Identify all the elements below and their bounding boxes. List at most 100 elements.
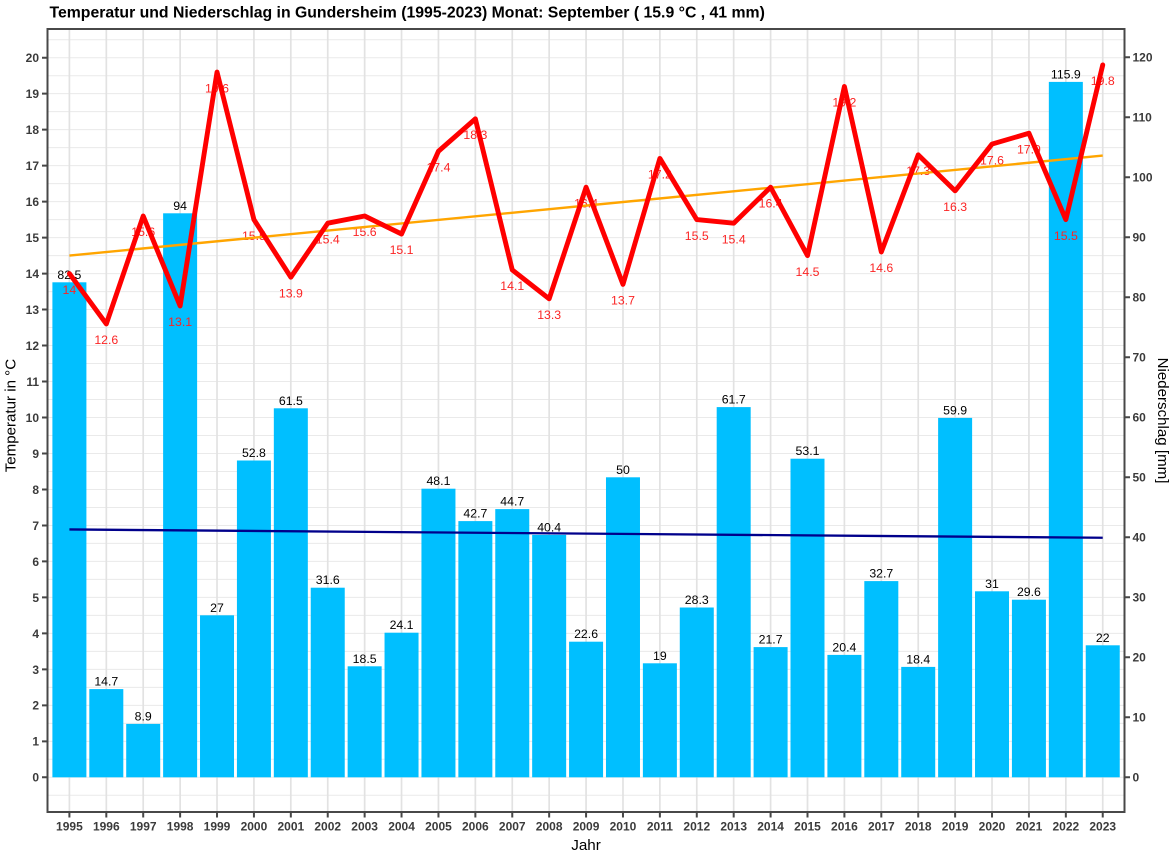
svg-text:15.5: 15.5 — [1054, 229, 1078, 243]
svg-text:90: 90 — [1133, 231, 1147, 245]
svg-text:2004: 2004 — [388, 820, 415, 834]
svg-text:13.9: 13.9 — [279, 286, 303, 300]
svg-text:5: 5 — [32, 591, 39, 605]
svg-text:8.9: 8.9 — [135, 709, 152, 723]
svg-text:Temperatur und Niederschlag in: Temperatur und Niederschlag in Gundershe… — [50, 5, 765, 22]
svg-text:14.5: 14.5 — [796, 265, 820, 279]
svg-text:13: 13 — [26, 303, 40, 317]
svg-text:19.8: 19.8 — [1091, 74, 1115, 88]
svg-text:40: 40 — [1133, 531, 1147, 545]
svg-text:13.7: 13.7 — [611, 294, 635, 308]
svg-text:Jahr: Jahr — [571, 837, 601, 854]
svg-text:2001: 2001 — [277, 820, 304, 834]
svg-text:110: 110 — [1133, 111, 1153, 125]
svg-text:2010: 2010 — [610, 820, 637, 834]
svg-text:6: 6 — [32, 555, 39, 569]
svg-text:2015: 2015 — [794, 820, 821, 834]
svg-text:22: 22 — [1096, 631, 1110, 645]
svg-text:16.3: 16.3 — [943, 200, 967, 214]
svg-text:1997: 1997 — [130, 820, 157, 834]
svg-text:1999: 1999 — [204, 820, 231, 834]
svg-text:20: 20 — [1133, 651, 1147, 665]
svg-text:2013: 2013 — [720, 820, 747, 834]
svg-text:52.8: 52.8 — [242, 446, 266, 460]
svg-text:17: 17 — [26, 159, 40, 173]
svg-text:2018: 2018 — [905, 820, 932, 834]
svg-text:12.6: 12.6 — [94, 333, 118, 347]
svg-text:15: 15 — [26, 231, 40, 245]
svg-text:20.4: 20.4 — [832, 640, 856, 654]
svg-text:9: 9 — [32, 447, 39, 461]
svg-text:13.3: 13.3 — [537, 308, 561, 322]
svg-text:100: 100 — [1133, 171, 1153, 185]
svg-text:14.1: 14.1 — [500, 279, 524, 293]
svg-text:22.6: 22.6 — [574, 627, 598, 641]
svg-text:18.3: 18.3 — [463, 128, 487, 142]
svg-text:2019: 2019 — [942, 820, 969, 834]
svg-text:18.5: 18.5 — [353, 652, 377, 666]
svg-text:2005: 2005 — [425, 820, 452, 834]
svg-text:32.7: 32.7 — [869, 567, 893, 581]
svg-text:20: 20 — [26, 51, 40, 65]
svg-text:15.1: 15.1 — [390, 243, 414, 257]
svg-text:1995: 1995 — [56, 820, 83, 834]
svg-text:42.7: 42.7 — [463, 507, 487, 521]
svg-text:2021: 2021 — [1016, 820, 1043, 834]
svg-text:10: 10 — [1133, 711, 1147, 725]
svg-text:44.7: 44.7 — [500, 495, 524, 509]
svg-text:1: 1 — [32, 735, 39, 749]
svg-text:31: 31 — [985, 577, 999, 591]
svg-text:8: 8 — [32, 483, 39, 497]
svg-text:60: 60 — [1133, 411, 1147, 425]
svg-text:14: 14 — [63, 283, 77, 297]
svg-text:14.6: 14.6 — [869, 261, 893, 275]
svg-text:61.5: 61.5 — [279, 394, 303, 408]
svg-text:2014: 2014 — [757, 820, 784, 834]
svg-text:13.1: 13.1 — [168, 315, 192, 329]
svg-text:1998: 1998 — [167, 820, 194, 834]
svg-text:18: 18 — [26, 123, 40, 137]
svg-text:12: 12 — [26, 339, 40, 353]
svg-text:2022: 2022 — [1052, 820, 1079, 834]
svg-text:2012: 2012 — [683, 820, 710, 834]
svg-text:19: 19 — [653, 649, 667, 663]
svg-text:30: 30 — [1133, 591, 1147, 605]
svg-text:2016: 2016 — [831, 820, 858, 834]
svg-text:0: 0 — [32, 771, 39, 785]
svg-text:7: 7 — [32, 519, 39, 533]
svg-text:53.1: 53.1 — [796, 444, 820, 458]
svg-text:21.7: 21.7 — [759, 633, 783, 647]
svg-text:1996: 1996 — [93, 820, 120, 834]
svg-text:2003: 2003 — [351, 820, 378, 834]
svg-text:2009: 2009 — [573, 820, 600, 834]
svg-text:28.3: 28.3 — [685, 593, 709, 607]
svg-text:61.7: 61.7 — [722, 393, 746, 407]
svg-text:24.1: 24.1 — [390, 618, 414, 632]
svg-text:19: 19 — [26, 87, 40, 101]
svg-text:15.5: 15.5 — [685, 229, 709, 243]
svg-text:2008: 2008 — [536, 820, 563, 834]
svg-text:29.6: 29.6 — [1017, 585, 1041, 599]
svg-text:18.4: 18.4 — [906, 652, 930, 666]
svg-text:2: 2 — [32, 699, 39, 713]
svg-text:14.7: 14.7 — [94, 675, 118, 689]
svg-text:17.6: 17.6 — [980, 153, 1004, 167]
svg-text:2006: 2006 — [462, 820, 489, 834]
svg-text:2023: 2023 — [1089, 820, 1116, 834]
svg-text:48.1: 48.1 — [426, 474, 450, 488]
svg-text:115.9: 115.9 — [1051, 67, 1081, 81]
svg-text:59.9: 59.9 — [943, 403, 967, 417]
svg-text:3: 3 — [32, 663, 39, 677]
svg-text:16: 16 — [26, 195, 40, 209]
svg-text:80: 80 — [1133, 291, 1147, 305]
svg-text:70: 70 — [1133, 351, 1147, 365]
svg-text:2020: 2020 — [979, 820, 1006, 834]
svg-text:4: 4 — [32, 627, 39, 641]
svg-text:10: 10 — [26, 411, 40, 425]
svg-text:15.4: 15.4 — [722, 232, 746, 246]
svg-text:Niederschlag [mm]: Niederschlag [mm] — [1154, 358, 1171, 484]
svg-text:120: 120 — [1133, 51, 1153, 65]
svg-text:2017: 2017 — [868, 820, 895, 834]
svg-text:27: 27 — [210, 601, 224, 615]
svg-text:50: 50 — [616, 463, 630, 477]
